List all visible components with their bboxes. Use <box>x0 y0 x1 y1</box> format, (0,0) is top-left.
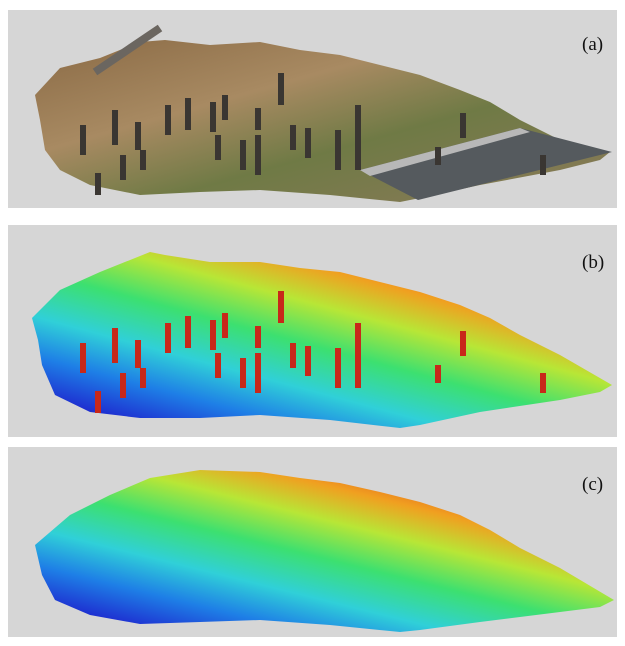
post <box>278 73 284 105</box>
post <box>255 353 261 393</box>
post <box>95 173 101 195</box>
post <box>222 95 228 120</box>
post <box>185 98 191 130</box>
post <box>135 340 141 368</box>
post <box>120 155 126 180</box>
post <box>240 140 246 170</box>
post <box>80 343 86 373</box>
post <box>460 113 466 138</box>
post <box>240 358 246 388</box>
post <box>540 373 546 393</box>
figure: (a) (b) (c) <box>0 0 625 646</box>
post <box>305 128 311 158</box>
post <box>135 122 141 150</box>
post <box>210 320 216 350</box>
post <box>290 125 296 150</box>
post <box>165 323 171 353</box>
post <box>255 135 261 175</box>
post <box>112 328 118 363</box>
post <box>335 348 341 388</box>
post <box>185 316 191 348</box>
post <box>210 102 216 132</box>
post <box>460 331 466 356</box>
post <box>140 368 146 388</box>
post <box>355 105 361 170</box>
post <box>165 105 171 135</box>
post <box>540 155 546 175</box>
post <box>435 147 441 165</box>
post <box>215 353 221 378</box>
post <box>255 108 261 130</box>
post <box>305 346 311 376</box>
post <box>290 343 296 368</box>
panel-label: (c) <box>582 474 603 495</box>
post <box>222 313 228 338</box>
post <box>112 110 118 145</box>
post <box>95 391 101 413</box>
post <box>80 125 86 155</box>
post <box>355 323 361 388</box>
panel-label: (b) <box>582 252 604 273</box>
post <box>278 291 284 323</box>
post <box>140 150 146 170</box>
post <box>255 326 261 348</box>
page: (a) (b) (c) (() => { const data = JSON.p… <box>0 0 625 646</box>
panel-label: (a) <box>582 34 603 55</box>
post <box>215 135 221 160</box>
post <box>335 130 341 170</box>
post <box>120 373 126 398</box>
post <box>435 365 441 383</box>
